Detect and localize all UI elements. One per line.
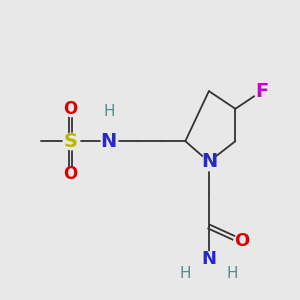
Text: N: N xyxy=(201,152,217,171)
Text: H: H xyxy=(227,266,238,281)
Text: O: O xyxy=(234,232,249,250)
Text: H: H xyxy=(180,266,191,281)
Text: H: H xyxy=(103,104,115,119)
Text: S: S xyxy=(64,132,77,151)
Text: F: F xyxy=(255,82,268,100)
Text: N: N xyxy=(201,250,216,268)
Text: O: O xyxy=(63,165,78,183)
Text: O: O xyxy=(63,100,78,118)
Text: N: N xyxy=(101,132,117,151)
